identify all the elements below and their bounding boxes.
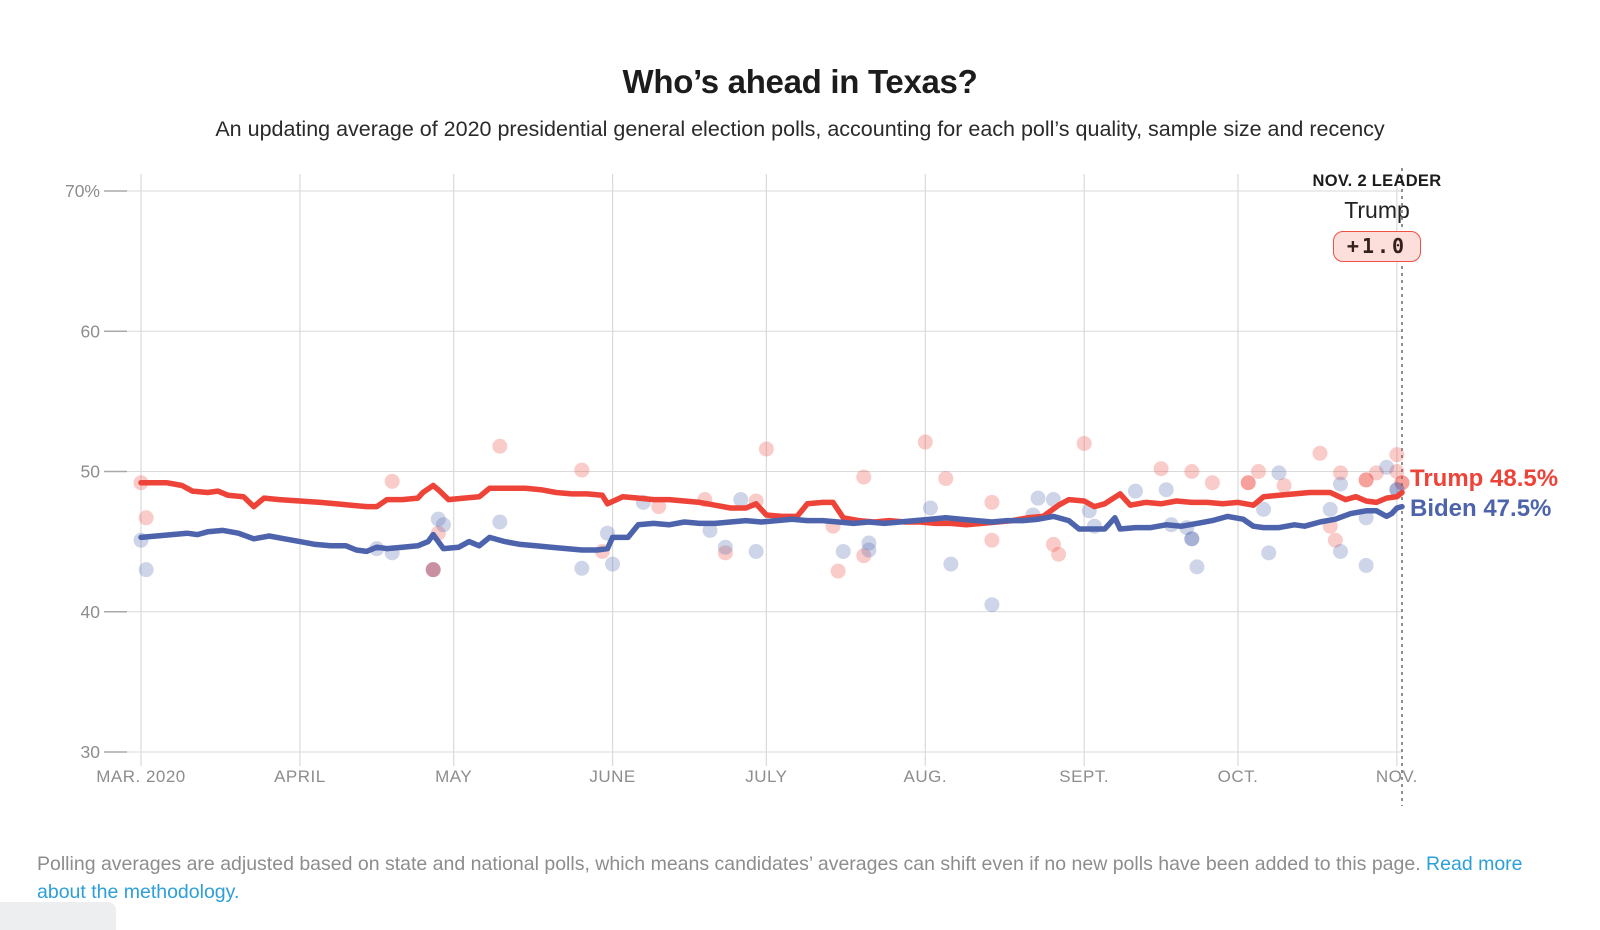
trump-poll-dot	[1389, 447, 1405, 463]
trump-poll-dot	[1332, 465, 1348, 481]
biden-poll-dot	[1189, 559, 1205, 575]
trump-poll-dot	[758, 441, 774, 457]
x-axis-label: APRIL	[274, 767, 326, 786]
x-axis-label: MAY	[435, 767, 472, 786]
trump-poll-dot	[1184, 464, 1200, 479]
biden-poll-dot	[748, 543, 764, 559]
y-axis-label: 30	[81, 742, 101, 762]
biden-poll-dot	[1158, 482, 1174, 498]
corner-overlay	[0, 902, 116, 930]
trump-poll-dot	[384, 473, 400, 489]
biden-poll-dot	[435, 517, 451, 533]
x-axis-label: AUG.	[903, 767, 947, 786]
trump-poll-dot	[856, 548, 872, 564]
x-axis-label: JULY	[745, 767, 787, 786]
trump-poll-dot	[1327, 532, 1343, 548]
biden-poll-dot	[1332, 476, 1348, 492]
y-axis-label: 50	[81, 462, 101, 482]
trump-poll-dot	[1204, 475, 1220, 491]
trump-poll-dot	[984, 532, 1000, 548]
biden-poll-dot	[425, 562, 441, 578]
x-axis-label: OCT.	[1218, 767, 1259, 786]
biden-poll-dot	[605, 556, 621, 572]
leader-name: Trump	[1344, 197, 1410, 223]
biden-poll-dot	[861, 535, 877, 551]
trump-poll-dot	[1240, 475, 1256, 491]
footer-text: Polling averages are adjusted based on s…	[37, 852, 1427, 875]
trump-poll-dot	[917, 434, 933, 450]
page-subtitle: An updating average of 2020 presidential…	[215, 116, 1385, 141]
trump-trend-line	[138, 479, 1405, 528]
leader-annotation: NOV. 2 LEADER Trump +1.0	[1252, 172, 1502, 262]
biden-poll-dot	[1127, 483, 1143, 499]
biden-poll-dot	[1332, 543, 1348, 559]
biden-poll-dot	[1379, 459, 1395, 475]
x-axis-label: JUNE	[589, 767, 635, 786]
biden-poll-dot	[702, 522, 718, 538]
biden-poll-dot	[430, 511, 446, 527]
trump-poll-dot	[1250, 464, 1266, 479]
biden-poll-dot	[984, 597, 1000, 613]
lead-margin-badge: +1.0	[1332, 231, 1422, 262]
trump-poll-dot	[574, 462, 590, 478]
biden-poll-dot	[733, 492, 749, 508]
trump-poll-dot	[1389, 464, 1405, 479]
biden-poll-dot	[1271, 465, 1287, 481]
trump-poll-dot	[717, 545, 733, 561]
x-axis-label: SEPT.	[1059, 767, 1109, 786]
trump-poll-dot	[1051, 546, 1067, 562]
biden-trend-line	[138, 503, 1405, 555]
trump-poll-dot	[1358, 472, 1374, 488]
trump-poll-dot	[830, 563, 846, 579]
biden-poll-dot	[835, 543, 851, 559]
biden-poll-dot	[138, 562, 154, 578]
biden-line-label: Biden 47.5%	[1410, 495, 1552, 522]
biden-poll-dot	[1030, 490, 1046, 506]
biden-poll-dot	[717, 539, 733, 555]
trump-poll-dot	[138, 510, 154, 526]
leader-kicker: NOV. 2 LEADER	[1312, 172, 1442, 190]
footer-note: Polling averages are adjusted based on s…	[37, 850, 1527, 907]
trump-poll-dot	[425, 562, 441, 578]
trump-poll-dot	[492, 438, 508, 454]
trump-line-label: Trump 48.5%	[1410, 465, 1559, 492]
biden-poll-dot	[1261, 545, 1277, 561]
trump-poll-dot	[651, 499, 667, 515]
x-axis-label: MAR. 2020	[96, 767, 186, 786]
methodology-link[interactable]: Read more about the methodology.	[37, 852, 1523, 904]
y-axis-label: 70%	[65, 181, 100, 201]
biden-poll-dot	[943, 556, 959, 572]
trump-poll-dot	[938, 471, 954, 487]
trump-poll-dot	[856, 469, 872, 485]
y-axis-label: 40	[81, 602, 101, 622]
biden-poll-dot	[492, 514, 508, 530]
biden-poll-dot	[1256, 501, 1272, 517]
biden-poll-dot	[1322, 501, 1338, 517]
biden-poll-dot	[574, 560, 590, 576]
trump-poll-dot	[1368, 465, 1384, 481]
biden-poll-dot	[1184, 531, 1200, 547]
page-title: Who’s ahead in Texas?	[622, 63, 978, 101]
trump-poll-dot	[1312, 445, 1328, 461]
trump-poll-dot	[1276, 478, 1292, 494]
biden-poll-dot	[1358, 557, 1374, 573]
x-axis-label: NOV.	[1376, 767, 1418, 786]
trump-poll-dot	[984, 494, 1000, 510]
trump-poll-dot	[1076, 435, 1092, 451]
trump-poll-dot	[1045, 536, 1061, 552]
biden-poll-dot	[861, 542, 877, 558]
trump-poll-dot	[1153, 461, 1169, 477]
y-axis-label: 60	[81, 321, 101, 341]
biden-poll-dot	[922, 500, 938, 516]
